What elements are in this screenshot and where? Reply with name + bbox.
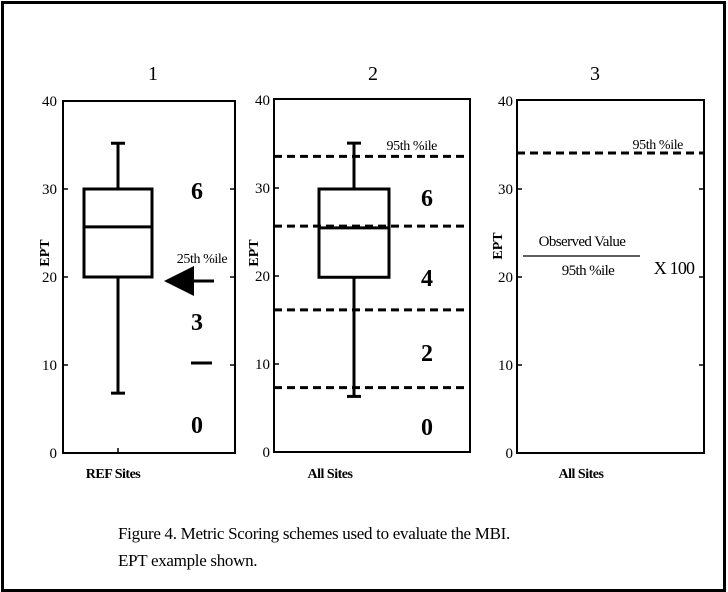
panel-1-number: 1 [148,63,158,85]
panel-2-ytick-20: 20 [255,269,270,285]
panel-2-line-label: 95th %ile [387,139,438,154]
panel-1-score-0: 0 [191,413,203,439]
panel-2-boxplot [317,141,391,398]
panel-2-plot-area [273,98,471,453]
panel-2-threshold-lines [274,154,470,390]
panel-1-arrow-label: 25th %ile [177,252,228,267]
panel-3-ytick-20: 20 [498,270,513,286]
panel-1-ytick-40: 40 [42,94,57,110]
panel-1-ytick-30: 30 [42,182,57,198]
panel-2-ytick-10: 10 [255,357,270,373]
panel-2-xlabel: All Sites [308,467,354,482]
panel-1: 1 0 10 20 30 40 EPT REF Sites 6 25th %il… [38,63,236,482]
panel-1-ytick-10: 10 [42,358,57,374]
panel-3-ytick-0: 0 [506,446,514,462]
panel-1-xlabel: REF Sites [86,467,142,482]
panel-2-number: 2 [368,63,378,85]
panel-3-ytick-40: 40 [498,94,513,110]
formula-numerator: Observed Value [539,234,627,250]
panel-1-ytick-20: 20 [42,270,57,286]
panel-2-score-2: 2 [421,341,433,367]
panel-1-ytick-0: 0 [50,446,58,462]
panel-2: 2 0 10 20 30 40 EPT All Sites 95th %ile … [247,63,471,482]
caption-line-2: EPT example shown. [118,551,258,570]
panel-3-line-label: 95th %ile [633,138,684,153]
panel-2-box-iqr-box [317,187,391,279]
panel-1-box-iqr-box [82,187,154,279]
panel-3-ylabel: EPT [491,232,506,260]
panel-2-ytick-30: 30 [255,181,270,197]
panel-3-xlabel: All Sites [559,467,605,482]
panel-1-boxplot [82,141,154,395]
panel-2-score-6: 6 [421,186,433,212]
panel-1-score-3: 3 [191,310,203,336]
panel-3-number: 3 [590,63,600,85]
panel-2-ylabel: EPT [247,239,262,267]
panel-2-score-4: 4 [421,266,433,292]
panel-2-y-axis: 0 10 20 30 40 [255,93,270,461]
panel-3-y-axis: 0 10 20 30 40 [498,94,513,462]
panel-1-score-6: 6 [191,179,203,205]
panel-3-ytick-10: 10 [498,358,513,374]
formula-multiplier: X 100 [654,258,695,278]
panel-1-y-axis: 0 10 20 30 40 [42,94,57,462]
caption-line-1: Figure 4. Metric Scoring schemes used to… [118,524,510,543]
panel-2-ytick-40: 40 [255,93,270,109]
panel-3: 3 0 10 20 30 40 EPT All Sites 95th %ile … [491,63,705,482]
panel-2-score-0: 0 [421,415,433,441]
figure-caption: Figure 4. Metric Scoring schemes used to… [118,520,510,574]
panel-2-ytick-0: 0 [263,445,271,461]
panel-1-ylabel: EPT [38,239,53,267]
panel-3-ytick-30: 30 [498,182,513,198]
formula-denominator: 95th %ile [562,263,615,279]
